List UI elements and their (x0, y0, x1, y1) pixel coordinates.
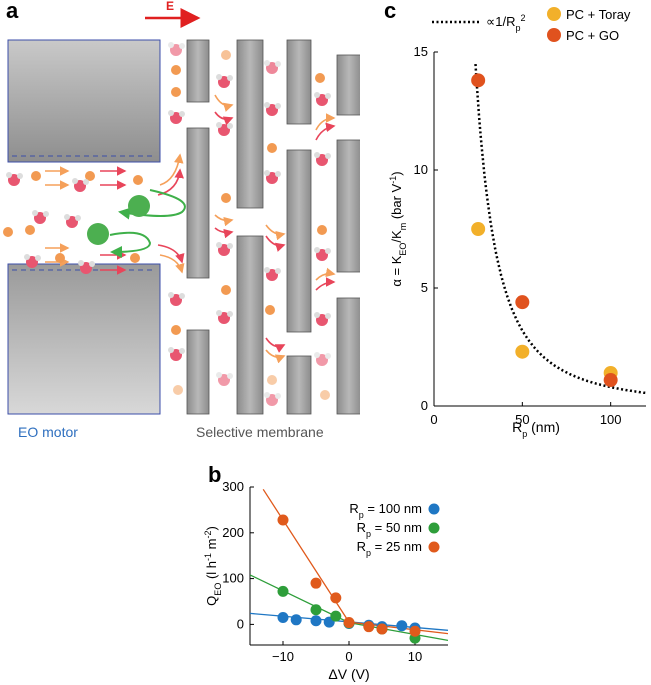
field-label: E (166, 0, 175, 13)
legend-swatch (547, 7, 561, 21)
y-axis-label: QEO (l h-1 m-2) (203, 526, 223, 606)
data-point (277, 585, 289, 597)
y-tick-label: 100 (222, 571, 244, 586)
x-tick-label: 0 (430, 412, 437, 427)
data-point (603, 373, 618, 388)
data-point (310, 577, 322, 589)
data-point (277, 612, 289, 624)
data-point (471, 73, 486, 88)
panel-a-diagram (3, 8, 360, 415)
data-point (330, 592, 342, 604)
data-point (515, 295, 530, 310)
membrane-plates (186, 39, 360, 415)
legend-label: Rp = 25 nm (357, 539, 422, 558)
data-point (471, 222, 486, 236)
x-tick-label: 100 (600, 412, 622, 427)
data-point (310, 604, 322, 616)
eo-motor-label: EO motor (18, 424, 78, 440)
y-tick-label: 0 (421, 398, 428, 413)
legend-fit-label: ∝1/Rp2 (486, 13, 526, 33)
data-point (290, 614, 302, 626)
legend-swatch (428, 522, 440, 534)
flow-arrows (45, 94, 336, 364)
chart-c: 0 5 10 15 0 50 100 ∝1/Rp2 PC + Toray PC + GO Rp (n… (388, 7, 647, 439)
legend-label: Rp = 50 nm (357, 520, 422, 539)
data-point (515, 344, 530, 359)
data-point (409, 625, 421, 637)
panel-c-letter: c (384, 0, 397, 23)
y-axis-label: α = KEO/Km (bar V-1) (388, 171, 408, 286)
membrane-label: Selective membrane (196, 424, 324, 440)
legend-swatch (547, 28, 561, 42)
legend-swatch (428, 541, 440, 553)
y-tick-label: 15 (414, 44, 428, 59)
fit-curve (474, 64, 647, 395)
data-point (330, 610, 342, 622)
legend-label: Rp = 100 nm (349, 501, 422, 520)
motor-top-plate (7, 39, 161, 163)
data-point (376, 623, 388, 635)
x-axis-label: ΔV (V) (328, 666, 369, 682)
y-tick-label: 10 (414, 162, 428, 177)
small-ions (3, 50, 330, 400)
data-point (277, 514, 289, 526)
y-tick-label: 0 (237, 616, 244, 631)
y-tick-label: 300 (222, 479, 244, 494)
legend-swatch (428, 503, 440, 515)
panel-a-letter: a (6, 0, 19, 23)
panel-b-letter: b (208, 462, 222, 487)
x-tick-label: −10 (272, 649, 294, 664)
motor-bottom-plate (7, 263, 161, 415)
x-tick-label: 0 (345, 649, 352, 664)
data-point (396, 620, 408, 632)
y-tick-label: 5 (421, 280, 428, 295)
x-tick-label: 10 (408, 649, 422, 664)
data-point (363, 621, 375, 633)
y-tick-label: 200 (222, 525, 244, 540)
legend-label: PC + Toray (566, 7, 631, 22)
x-axis-label: Rp (nm) (512, 419, 560, 439)
x-tick-label: 50 (515, 412, 529, 427)
data-point (343, 617, 355, 629)
water-molecules (6, 42, 331, 406)
data-point (310, 615, 322, 627)
large-ions (87, 189, 186, 258)
legend-label: PC + GO (566, 28, 619, 43)
